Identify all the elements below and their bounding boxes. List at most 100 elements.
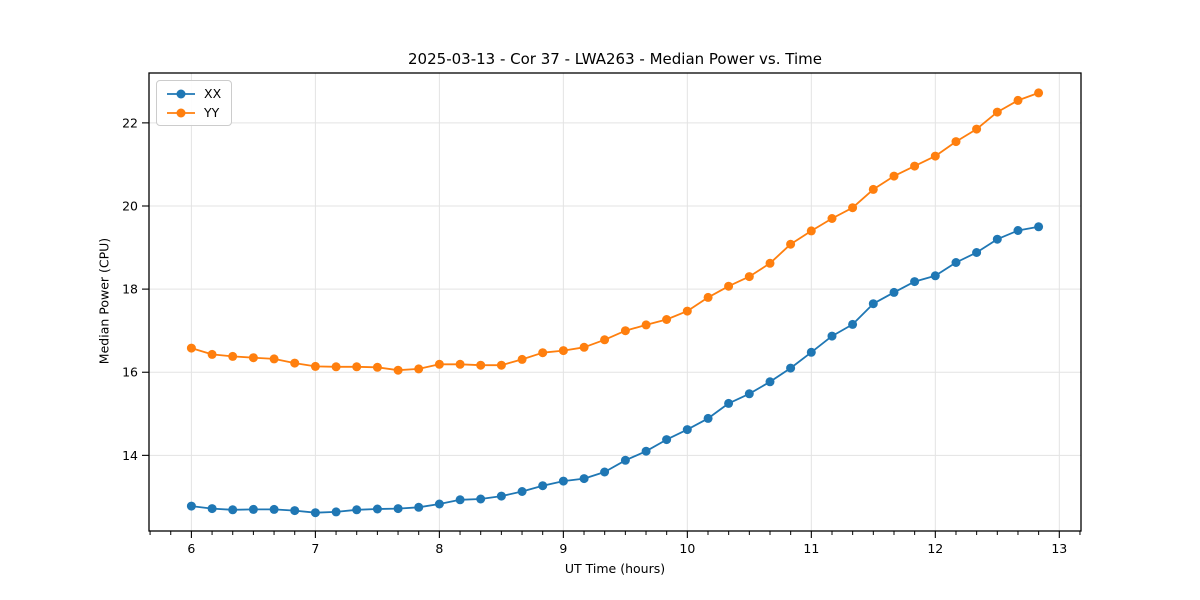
legend-marker-xx-icon (176, 89, 186, 98)
series-marker-yy (579, 342, 589, 352)
series-marker-xx (372, 504, 382, 514)
series-marker-xx (517, 487, 527, 496)
series-marker-yy (331, 362, 341, 372)
series-marker-yy (765, 258, 775, 268)
series-marker-xx (434, 499, 444, 509)
series-marker-yy (972, 124, 982, 134)
legend-item-yy: YY (165, 105, 221, 120)
x-tick-label: 9 (559, 541, 567, 556)
series-marker-yy (951, 137, 961, 147)
series-marker-xx (868, 299, 878, 309)
series-marker-xx (744, 389, 754, 399)
y-tick-label: 22 (122, 115, 138, 130)
series-marker-xx (538, 481, 548, 491)
series-marker-xx (310, 508, 320, 518)
series-marker-yy (393, 365, 403, 375)
series-marker-yy (207, 349, 217, 359)
series-marker-yy (476, 360, 486, 370)
series-marker-yy (703, 292, 713, 302)
series-marker-xx (393, 504, 403, 514)
series-marker-xx (186, 501, 196, 511)
series-marker-yy (724, 281, 734, 291)
series-marker-yy (496, 360, 506, 370)
series-marker-yy (228, 351, 238, 361)
series-marker-yy (290, 358, 300, 368)
y-axis-label: Median Power (CPU) (96, 237, 112, 365)
series-marker-xx (1034, 222, 1044, 232)
x-tick-label: 12 (927, 541, 943, 556)
series-marker-yy (372, 362, 382, 372)
series-marker-yy (1034, 88, 1044, 98)
series-marker-yy (352, 362, 362, 372)
series-marker-yy (620, 326, 630, 336)
series-marker-xx (228, 505, 238, 515)
series-marker-xx (455, 495, 465, 505)
x-tick-label: 11 (803, 541, 819, 556)
series-marker-yy (930, 151, 940, 161)
x-tick-label: 6 (187, 541, 195, 556)
series-marker-yy (806, 226, 816, 236)
series-marker-xx (600, 467, 610, 477)
series-marker-xx (910, 277, 920, 287)
legend-marker-yy-icon (176, 108, 186, 117)
series-marker-xx (558, 476, 568, 486)
series-marker-xx (476, 494, 486, 504)
series-marker-xx (682, 425, 692, 435)
series-marker-yy (682, 306, 692, 316)
series-marker-xx (414, 502, 424, 512)
axes-spines (148, 72, 1082, 532)
series-marker-xx (724, 398, 734, 408)
series-marker-yy (744, 272, 754, 282)
series-marker-xx (827, 331, 837, 341)
series-marker-xx (269, 504, 279, 514)
legend-sample-yy (167, 108, 195, 117)
legend: XX YY (156, 80, 233, 126)
chart-title: 2025-03-13 - Cor 37 - LWA263 - Median Po… (408, 50, 822, 68)
series-marker-yy (558, 346, 568, 356)
series-marker-yy (910, 161, 920, 171)
series-marker-yy (786, 239, 796, 249)
series-marker-yy (414, 364, 424, 374)
y-tick-label: 18 (122, 282, 138, 297)
series-marker-yy (889, 171, 899, 181)
y-tick-label: 14 (122, 448, 138, 463)
series-marker-xx (786, 363, 796, 373)
legend-sample-xx (167, 89, 195, 98)
x-tick-label: 10 (679, 541, 695, 556)
series-marker-xx (806, 347, 816, 357)
series-marker-yy (310, 361, 320, 371)
series-marker-yy (641, 320, 651, 330)
series-marker-yy (248, 353, 258, 363)
legend-label-xx: XX (204, 86, 222, 101)
legend-item-xx: XX (165, 86, 221, 101)
series-marker-xx (889, 287, 899, 297)
series-marker-xx (951, 258, 961, 267)
x-axis-label: UT Time (hours) (564, 561, 666, 576)
series-marker-yy (827, 214, 837, 223)
series-marker-xx (352, 505, 362, 515)
series-line-xx (190, 225, 1040, 514)
series-marker-yy (662, 315, 672, 324)
series-marker-yy (269, 354, 279, 364)
series-marker-yy (434, 359, 444, 369)
series-marker-xx (765, 377, 775, 387)
series-marker-xx (992, 234, 1002, 244)
legend-label-yy: YY (204, 105, 220, 120)
series-marker-yy (517, 354, 527, 364)
series-marker-xx (496, 491, 506, 501)
series-marker-xx (972, 248, 982, 257)
y-tick-label: 20 (122, 198, 138, 213)
series-marker-xx (703, 413, 713, 423)
series-marker-xx (662, 435, 672, 445)
series-marker-xx (248, 504, 258, 514)
series-marker-yy (1013, 95, 1023, 105)
series-marker-yy (992, 107, 1002, 117)
series-line-yy (190, 92, 1040, 372)
series-marker-yy (848, 203, 858, 213)
series-marker-yy (600, 335, 610, 345)
series-marker-xx (1013, 226, 1023, 235)
series-marker-xx (579, 474, 589, 484)
series-marker-xx (848, 319, 858, 329)
